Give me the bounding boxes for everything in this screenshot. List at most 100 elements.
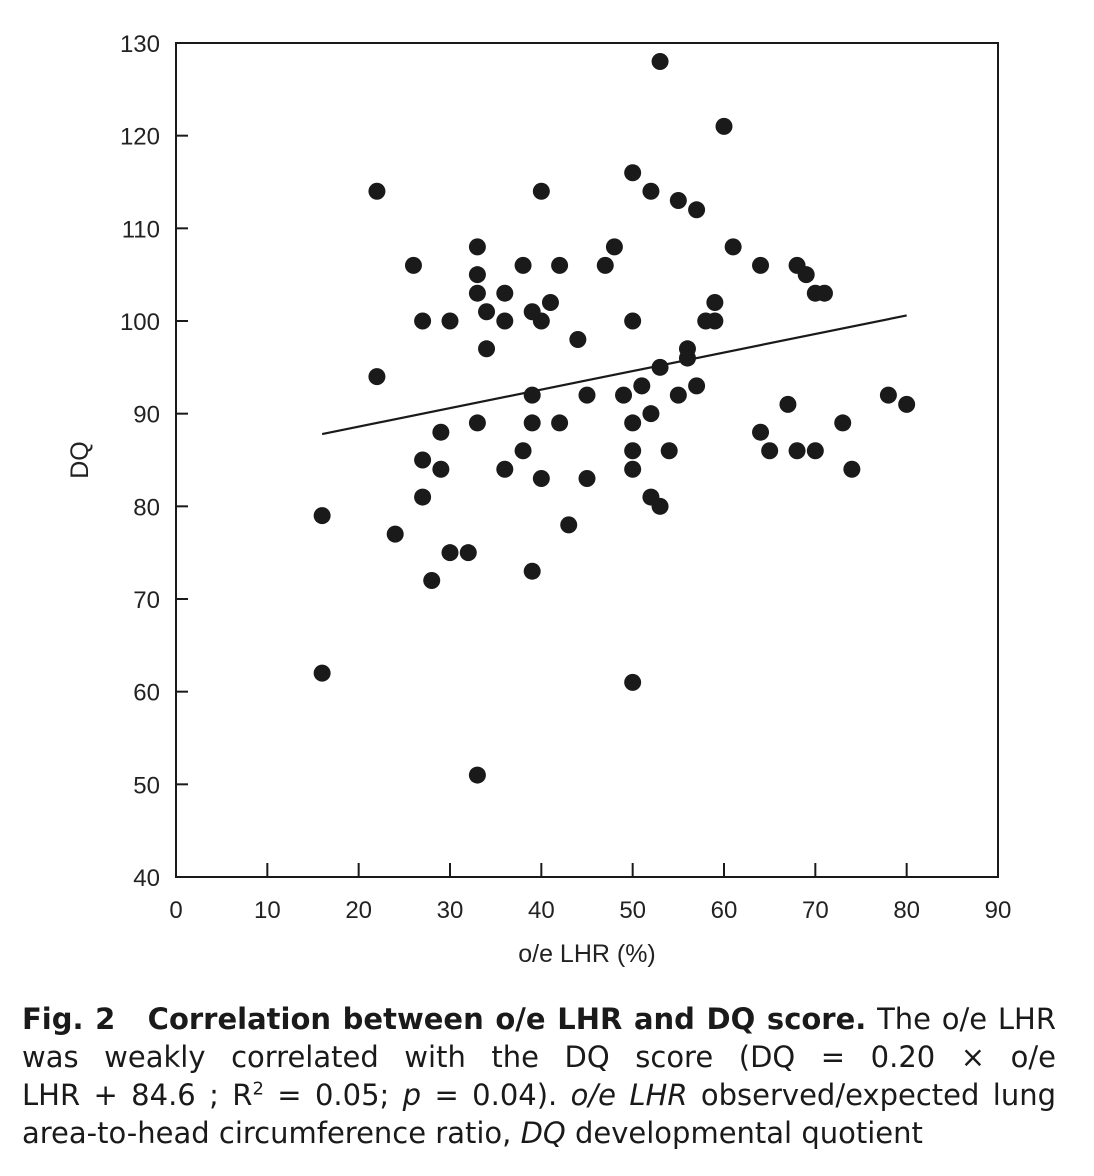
caption-title: Correlation between o/e LHR and DQ score… — [147, 1002, 867, 1036]
data-point — [569, 331, 587, 349]
data-point — [368, 368, 386, 386]
data-point — [459, 544, 477, 562]
y-tick-label: 110 — [122, 216, 160, 243]
data-point — [496, 284, 514, 302]
data-point — [651, 358, 669, 376]
data-point — [596, 256, 614, 274]
x-axis-title: o/e LHR (%) — [518, 940, 656, 968]
data-point — [541, 293, 559, 311]
x-tick-label: 80 — [893, 897, 920, 924]
caption-line4-b: developmental quotient — [565, 1116, 923, 1150]
caption-line3-c: = 0.04). — [421, 1078, 571, 1112]
data-point — [432, 423, 450, 441]
data-point — [898, 395, 916, 413]
data-point — [624, 460, 642, 478]
data-point — [578, 470, 596, 488]
data-point — [642, 182, 660, 200]
caption-line4-a: area-to-head circumference ratio, — [22, 1116, 521, 1150]
y-tick-label: 100 — [120, 309, 160, 336]
data-point — [688, 377, 706, 395]
x-tick-label: 70 — [802, 897, 829, 924]
data-point — [441, 544, 459, 562]
y-tick-label: 50 — [133, 772, 160, 799]
data-point — [514, 256, 532, 274]
caption-fig-label: Fig. 2 — [22, 1002, 116, 1036]
x-tick-label: 0 — [169, 897, 182, 924]
data-point — [879, 386, 897, 404]
x-tick-label: 10 — [254, 897, 281, 924]
data-point — [414, 312, 432, 330]
data-point — [834, 414, 852, 432]
x-tick-label: 20 — [345, 897, 372, 924]
data-point — [423, 571, 441, 589]
caption-line3-d: observed/expected lung — [687, 1078, 1057, 1112]
data-point — [404, 256, 422, 274]
y-tick-label: 130 — [120, 31, 160, 58]
data-point — [797, 266, 815, 284]
data-point — [386, 525, 404, 543]
data-point — [478, 340, 496, 358]
data-point — [468, 238, 486, 256]
data-point — [551, 414, 569, 432]
caption-line-1: Fig. 2 Correlation between o/e LHR and D… — [22, 1000, 1056, 1038]
y-tick-label: 80 — [133, 494, 160, 521]
data-point — [706, 293, 724, 311]
data-point — [761, 442, 779, 460]
data-point — [468, 284, 486, 302]
data-point — [624, 414, 642, 432]
data-point — [678, 349, 696, 367]
caption-line-2: was weakly correlated with the DQ score … — [22, 1040, 1056, 1074]
regression-line — [321, 314, 907, 436]
data-point — [496, 460, 514, 478]
data-point — [843, 460, 861, 478]
data-point — [624, 164, 642, 182]
caption-line3-b: = 0.05; — [263, 1078, 403, 1112]
y-axis-title: DQ — [66, 441, 94, 479]
y-tick-label: 120 — [120, 124, 160, 151]
plot-frame — [175, 42, 999, 878]
caption-abbr-oe-lhr: o/e LHR — [570, 1078, 688, 1112]
data-point — [752, 256, 770, 274]
data-point — [624, 442, 642, 460]
data-point — [578, 386, 596, 404]
data-point — [496, 312, 514, 330]
data-point — [468, 266, 486, 284]
data-point — [724, 238, 742, 256]
caption-line3-a: LHR + 84.6 ; R — [22, 1078, 253, 1112]
data-point — [669, 192, 687, 210]
y-tick-label: 40 — [133, 865, 160, 892]
x-tick-label: 30 — [437, 897, 464, 924]
data-point — [313, 507, 331, 525]
figure-caption: Fig. 2 Correlation between o/e LHR and D… — [22, 1000, 1056, 1152]
data-point — [706, 312, 724, 330]
scatter-chart: 0 10 20 30 40 50 60 70 80 90 40 50 60 70 80 90 100 110 12… — [66, 31, 1011, 968]
data-point — [669, 386, 687, 404]
data-point — [605, 238, 623, 256]
data-point — [560, 516, 578, 534]
x-tick-label: 50 — [619, 897, 646, 924]
caption-line1-rest: The o/e LHR — [877, 1002, 1057, 1036]
caption-p-symbol: p — [402, 1078, 422, 1112]
caption-abbr-dq: DQ — [520, 1116, 566, 1150]
data-point — [688, 201, 706, 219]
data-point — [788, 442, 806, 460]
data-point — [532, 470, 550, 488]
caption-line-3: LHR + 84.6 ; R2 = 0.05; p = 0.04). o/e L… — [22, 1076, 1056, 1114]
data-point — [414, 451, 432, 469]
y-tick-label: 60 — [133, 680, 160, 707]
data-point — [414, 488, 432, 506]
data-points — [313, 53, 916, 784]
data-point — [468, 766, 486, 784]
data-point — [523, 386, 541, 404]
data-point — [313, 664, 331, 682]
x-axis-ticks: 0 10 20 30 40 50 60 70 80 90 — [169, 863, 1011, 924]
data-point — [441, 312, 459, 330]
data-point — [651, 497, 669, 515]
data-point — [624, 312, 642, 330]
caption-r-squared-exponent: 2 — [252, 1078, 264, 1100]
data-point — [532, 312, 550, 330]
data-point — [715, 117, 733, 135]
y-tick-label: 70 — [133, 587, 160, 614]
data-point — [514, 442, 532, 460]
data-point — [368, 182, 386, 200]
